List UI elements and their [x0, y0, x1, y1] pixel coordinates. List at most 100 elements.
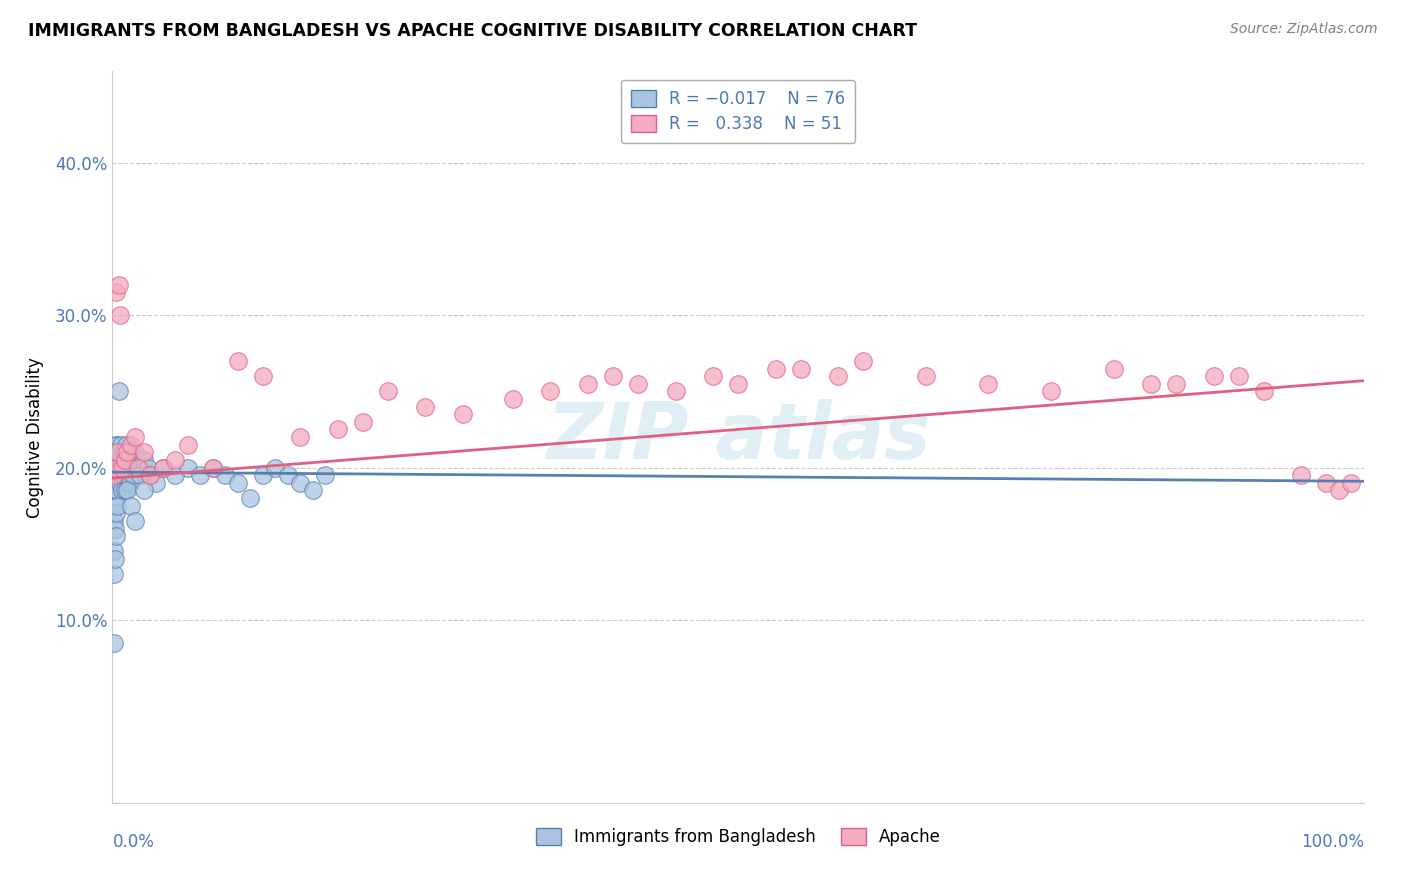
Point [103, 499, 125, 513]
Point [1039, 384, 1063, 399]
Point [107, 483, 129, 498]
Point [107, 445, 129, 459]
Point [117, 445, 139, 459]
Point [176, 460, 198, 475]
Point [117, 453, 139, 467]
Point [827, 369, 849, 384]
Point [1227, 369, 1250, 384]
Point [201, 460, 224, 475]
Point [127, 460, 149, 475]
Point [104, 552, 127, 566]
Point [103, 567, 125, 582]
Point [252, 369, 274, 384]
Point [1102, 361, 1125, 376]
Point [139, 468, 162, 483]
Point [107, 438, 129, 452]
Point [226, 475, 249, 490]
Point [104, 483, 127, 498]
Point [451, 407, 474, 421]
Point [105, 453, 128, 467]
Point [118, 475, 141, 490]
Point [1164, 376, 1187, 391]
Point [104, 460, 127, 475]
Point [103, 636, 125, 650]
Point [377, 384, 399, 399]
Point [139, 468, 162, 483]
Point [301, 483, 323, 498]
Point [252, 468, 274, 483]
Point [214, 468, 236, 483]
Point [107, 460, 129, 475]
Point [538, 384, 561, 399]
Point [108, 475, 131, 490]
Point [1291, 468, 1313, 483]
Point [103, 544, 125, 558]
Point [132, 445, 155, 459]
Text: 100.0%: 100.0% [1301, 833, 1364, 851]
Point [112, 468, 135, 483]
Point [790, 361, 813, 376]
Point [107, 445, 129, 459]
Point [188, 468, 211, 483]
Point [326, 422, 349, 436]
Point [129, 468, 152, 483]
Point [118, 468, 141, 483]
Point [111, 483, 134, 498]
Point [163, 453, 186, 467]
Point [107, 468, 129, 483]
Point [112, 445, 135, 459]
Point [104, 468, 127, 483]
Point [124, 445, 146, 459]
Point [110, 468, 132, 483]
Point [602, 369, 624, 384]
Point [114, 460, 136, 475]
Point [502, 392, 524, 406]
Point [352, 415, 374, 429]
Point [103, 514, 125, 528]
Point [105, 468, 128, 483]
Point [226, 354, 249, 368]
Point [107, 499, 129, 513]
Point [1253, 384, 1275, 399]
Point [290, 475, 312, 490]
Point [314, 468, 336, 483]
Point [1140, 376, 1163, 391]
Point [104, 453, 127, 467]
Point [977, 376, 1000, 391]
Point [127, 460, 149, 475]
Point [107, 453, 129, 467]
Point [1327, 483, 1350, 498]
Point [1315, 475, 1337, 490]
Point [1202, 369, 1225, 384]
Point [117, 483, 139, 498]
Point [111, 453, 134, 467]
Legend: Immigrants from Bangladesh, Apache: Immigrants from Bangladesh, Apache [529, 822, 948, 853]
Point [136, 460, 159, 475]
Point [105, 438, 128, 452]
Point [105, 285, 128, 300]
Point [132, 483, 155, 498]
Point [120, 438, 142, 452]
Point [163, 468, 186, 483]
Y-axis label: Cognitive Disability: Cognitive Disability [25, 357, 44, 517]
Point [105, 460, 128, 475]
Point [277, 468, 299, 483]
Point [107, 277, 129, 292]
Point [1340, 475, 1362, 490]
Point [727, 376, 749, 391]
Point [110, 438, 132, 452]
Point [152, 460, 174, 475]
Point [107, 384, 129, 399]
Point [264, 460, 287, 475]
Text: ZIP atlas: ZIP atlas [546, 399, 931, 475]
Point [915, 369, 938, 384]
Point [852, 354, 875, 368]
Point [103, 468, 125, 483]
Point [120, 499, 142, 513]
Point [105, 529, 128, 543]
Point [413, 400, 436, 414]
Text: IMMIGRANTS FROM BANGLADESH VS APACHE COGNITIVE DISABILITY CORRELATION CHART: IMMIGRANTS FROM BANGLADESH VS APACHE COG… [28, 22, 917, 40]
Point [627, 376, 650, 391]
Point [122, 453, 145, 467]
Point [105, 506, 128, 520]
